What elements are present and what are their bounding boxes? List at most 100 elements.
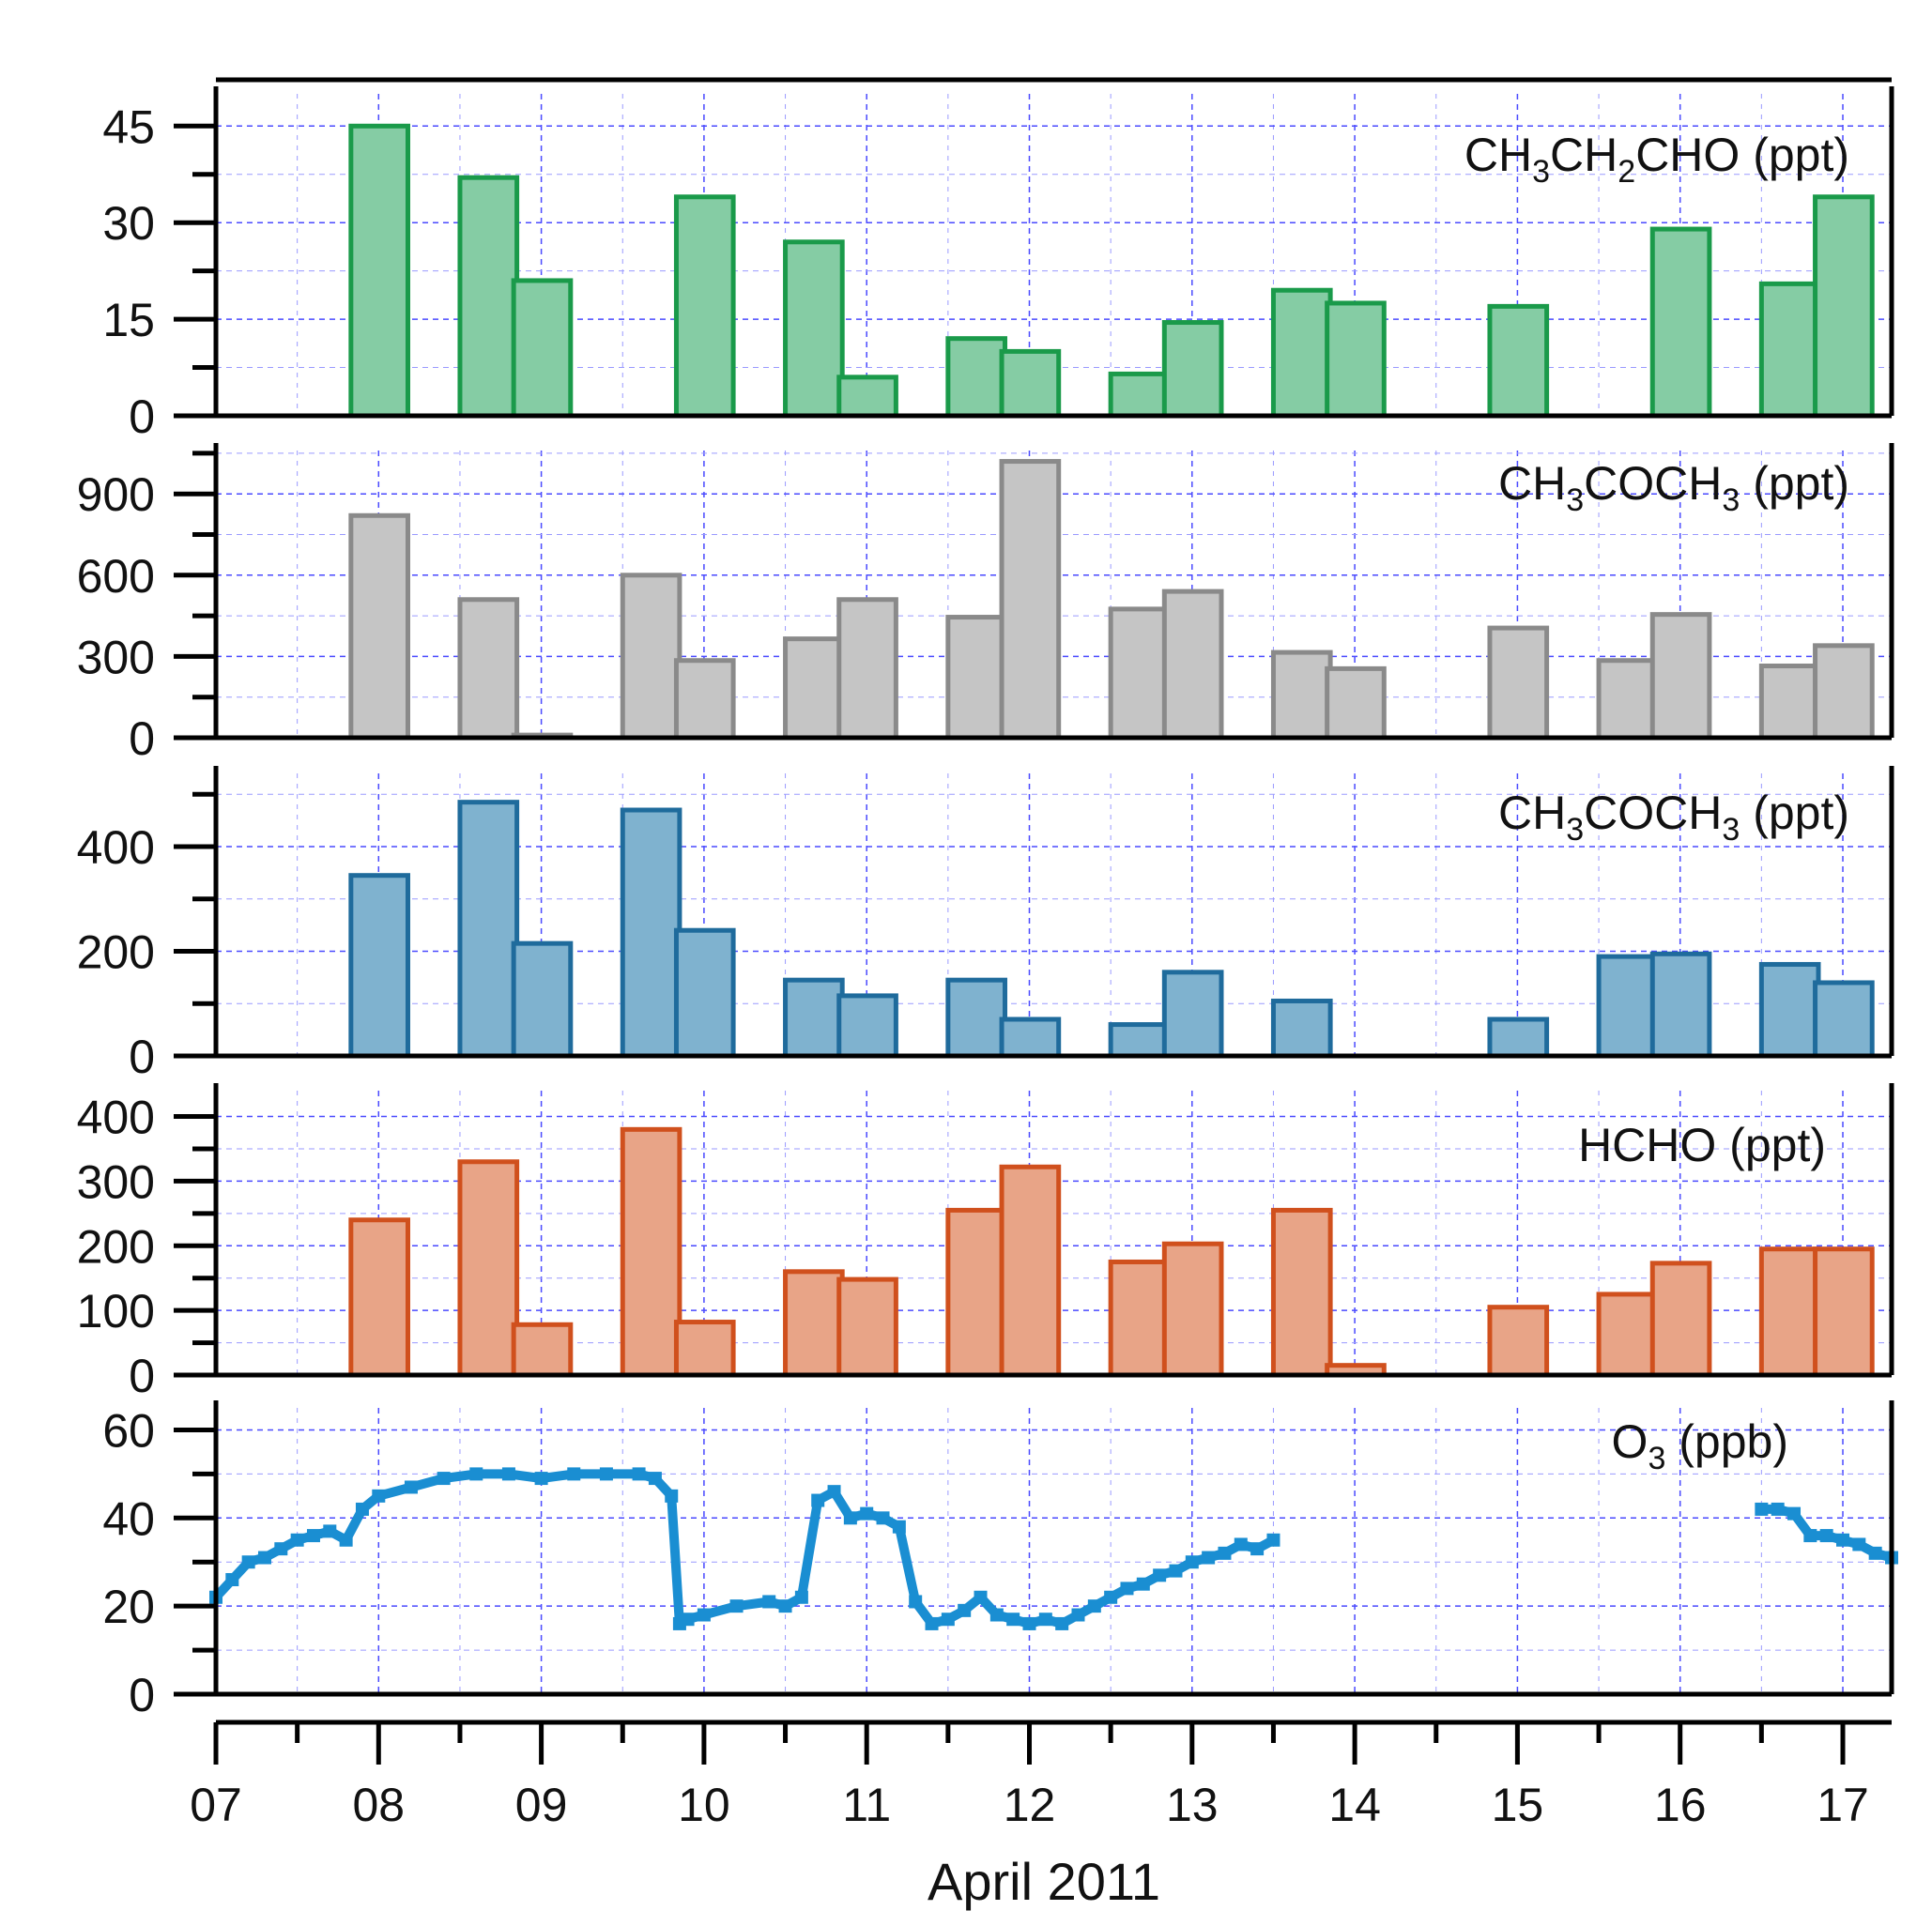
x-tick-label: 13 — [1166, 1779, 1219, 1831]
o3-point — [1022, 1616, 1036, 1630]
o3-point — [892, 1520, 906, 1534]
o3-point — [599, 1467, 613, 1481]
o3-point — [925, 1616, 939, 1630]
y-tick-label: 0 — [129, 1350, 155, 1402]
bar — [348, 1217, 410, 1378]
o3-point — [827, 1485, 841, 1499]
bar — [1758, 664, 1821, 741]
o3-point — [1136, 1577, 1150, 1591]
bar — [1487, 303, 1550, 419]
o3-point — [501, 1467, 515, 1481]
bar — [1325, 300, 1387, 419]
x-tick-label: 10 — [678, 1779, 730, 1831]
bar — [1813, 194, 1875, 419]
bar — [1487, 625, 1550, 741]
y-tick-label: 900 — [77, 468, 155, 521]
bar — [1649, 951, 1712, 1059]
o3-point — [257, 1551, 271, 1565]
o3-point — [306, 1529, 320, 1543]
o3-point — [1120, 1582, 1134, 1596]
bar — [1758, 1246, 1821, 1378]
y-tick-label: 30 — [102, 197, 155, 250]
panel-5: 0 20 40 60 O3 (ppb) — [102, 1400, 1898, 1721]
y-tick-label: 600 — [77, 550, 155, 603]
y-tick-label: 0 — [129, 1031, 155, 1083]
bar — [1325, 665, 1387, 741]
bar — [1813, 1246, 1875, 1378]
bar — [348, 873, 410, 1059]
o3-point — [1771, 1502, 1785, 1516]
bar — [673, 927, 736, 1059]
panel-label: CH3COCH3 (ppt) — [1498, 457, 1849, 518]
bar — [1649, 226, 1712, 419]
o3-point — [241, 1555, 255, 1569]
o3-point — [729, 1599, 744, 1613]
bar — [1758, 281, 1821, 419]
bar — [348, 512, 410, 741]
o3-point — [404, 1480, 418, 1494]
o3-point — [1006, 1613, 1020, 1627]
o3-point — [372, 1489, 386, 1503]
x-tick-label: 09 — [515, 1779, 568, 1831]
bar — [783, 636, 845, 741]
bar — [999, 1016, 1062, 1059]
y-tick-label: 300 — [77, 631, 155, 683]
o3-point — [225, 1573, 239, 1586]
y-tick-label: 0 — [129, 1669, 155, 1721]
bar — [1108, 606, 1171, 741]
x-tick-label: 16 — [1654, 1779, 1707, 1831]
o3-point — [1071, 1608, 1085, 1622]
y-tick-label: 400 — [77, 821, 155, 874]
o3-point — [1234, 1537, 1248, 1552]
bar — [783, 239, 845, 419]
o3-point — [1185, 1555, 1199, 1569]
bar — [511, 940, 574, 1059]
o3-point — [1055, 1616, 1069, 1630]
bar — [673, 658, 736, 741]
o3-point — [958, 1603, 972, 1617]
o3-point — [794, 1590, 808, 1604]
bar — [511, 1322, 574, 1378]
bar — [999, 459, 1062, 741]
y-tick-label: 15 — [102, 294, 155, 346]
bar — [836, 374, 898, 419]
bar — [1270, 1207, 1333, 1378]
o3-point — [876, 1511, 890, 1525]
y-tick-label: 200 — [77, 1220, 155, 1273]
bar — [945, 977, 1008, 1059]
o3-point — [323, 1524, 337, 1538]
o3-point — [989, 1608, 1004, 1622]
o3-point — [778, 1599, 792, 1613]
bar — [783, 977, 845, 1059]
y-tick-label: 100 — [77, 1285, 155, 1338]
bar — [620, 807, 682, 1059]
o3-point — [1087, 1599, 1101, 1613]
o3-point — [811, 1493, 825, 1507]
o3-point — [1218, 1546, 1232, 1560]
bar — [783, 1269, 845, 1378]
o3-point — [1104, 1590, 1118, 1604]
o3-point — [941, 1613, 955, 1627]
x-tick-label: 15 — [1492, 1779, 1544, 1831]
o3-point — [1819, 1529, 1833, 1543]
y-tick-label: 400 — [77, 1092, 155, 1144]
x-axis-title: April 2011 — [928, 1852, 1160, 1911]
o3-point — [1868, 1546, 1882, 1560]
panel-label: CH3CH2CHO (ppt) — [1464, 129, 1849, 190]
panel-label: O3 (ppb) — [1612, 1415, 1788, 1476]
bar — [1813, 980, 1875, 1059]
bar — [457, 800, 520, 1059]
o3-point — [1202, 1551, 1216, 1565]
o3-point — [1266, 1533, 1280, 1547]
o3-point — [1169, 1564, 1183, 1578]
bar — [1161, 970, 1224, 1059]
bar — [1813, 643, 1875, 741]
o3-point — [632, 1467, 646, 1481]
y-tick-label: 0 — [129, 712, 155, 765]
x-tick-label: 17 — [1817, 1779, 1869, 1831]
o3-point — [290, 1533, 304, 1547]
o3-point — [648, 1472, 662, 1486]
bar — [945, 336, 1008, 419]
o3-point — [762, 1595, 776, 1609]
panel-label: HCHO (ppt) — [1578, 1119, 1826, 1171]
